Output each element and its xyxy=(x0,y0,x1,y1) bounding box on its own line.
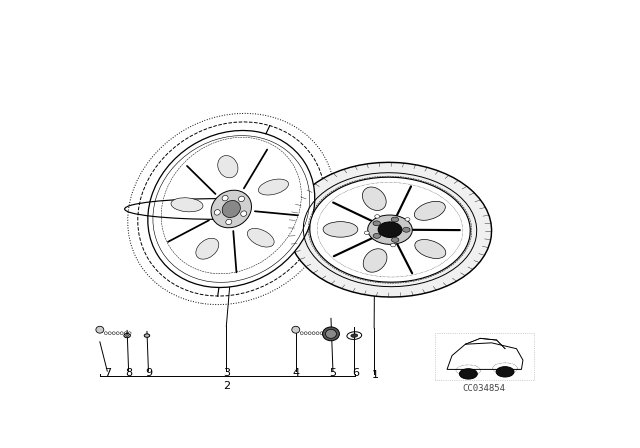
Ellipse shape xyxy=(248,228,274,247)
Ellipse shape xyxy=(405,218,410,221)
Ellipse shape xyxy=(392,237,399,242)
Ellipse shape xyxy=(326,329,337,338)
Ellipse shape xyxy=(368,215,412,244)
Ellipse shape xyxy=(125,335,129,336)
Ellipse shape xyxy=(241,211,247,216)
Ellipse shape xyxy=(144,334,150,337)
Text: 1: 1 xyxy=(372,370,379,380)
Ellipse shape xyxy=(292,326,300,333)
Text: 7: 7 xyxy=(104,368,111,378)
Text: CC034854: CC034854 xyxy=(463,384,506,393)
Text: 4: 4 xyxy=(292,368,300,378)
Ellipse shape xyxy=(323,327,339,341)
Ellipse shape xyxy=(214,210,220,215)
Text: 5: 5 xyxy=(330,368,337,378)
Ellipse shape xyxy=(148,130,315,288)
Ellipse shape xyxy=(96,326,104,333)
Ellipse shape xyxy=(226,219,232,225)
Ellipse shape xyxy=(375,215,380,218)
Ellipse shape xyxy=(351,334,358,337)
Ellipse shape xyxy=(259,179,289,195)
Ellipse shape xyxy=(403,228,410,232)
Ellipse shape xyxy=(196,238,219,259)
Text: 2: 2 xyxy=(223,381,230,391)
Ellipse shape xyxy=(222,195,228,201)
Ellipse shape xyxy=(124,333,131,338)
Ellipse shape xyxy=(239,196,244,202)
Ellipse shape xyxy=(415,240,446,258)
Text: 8: 8 xyxy=(125,368,132,378)
Ellipse shape xyxy=(378,222,402,237)
Ellipse shape xyxy=(391,217,399,222)
Ellipse shape xyxy=(323,222,358,237)
Ellipse shape xyxy=(373,233,381,238)
Ellipse shape xyxy=(362,187,386,211)
Ellipse shape xyxy=(496,366,514,377)
Ellipse shape xyxy=(171,198,203,212)
Ellipse shape xyxy=(364,231,369,234)
Ellipse shape xyxy=(390,243,396,247)
Text: 6: 6 xyxy=(352,368,359,378)
Ellipse shape xyxy=(222,200,241,218)
Text: 3: 3 xyxy=(223,368,230,378)
Ellipse shape xyxy=(363,249,387,272)
Ellipse shape xyxy=(289,162,492,297)
Ellipse shape xyxy=(211,190,252,228)
Ellipse shape xyxy=(218,155,238,178)
Ellipse shape xyxy=(460,369,477,379)
Ellipse shape xyxy=(373,221,380,226)
Ellipse shape xyxy=(414,201,445,220)
Ellipse shape xyxy=(310,177,470,282)
Text: 9: 9 xyxy=(145,368,152,378)
